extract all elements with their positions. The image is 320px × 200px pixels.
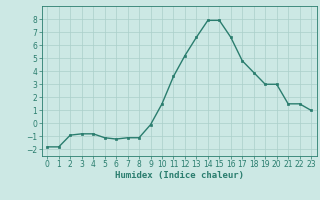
X-axis label: Humidex (Indice chaleur): Humidex (Indice chaleur) bbox=[115, 171, 244, 180]
